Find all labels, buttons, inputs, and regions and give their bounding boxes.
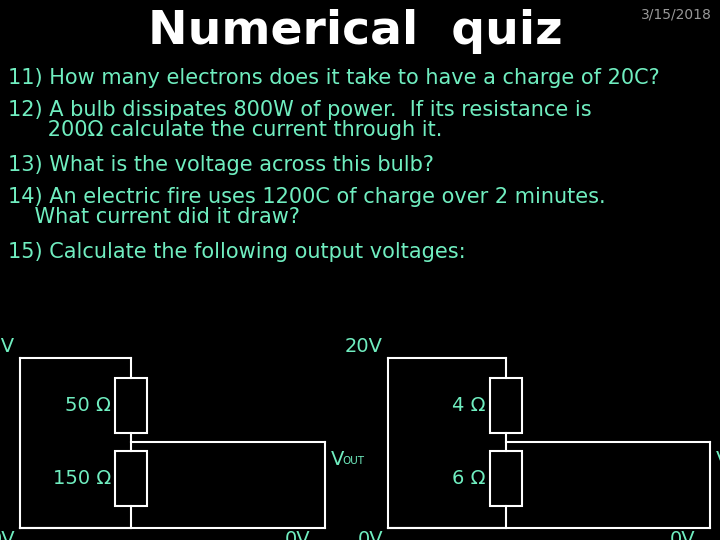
Text: 14) An electric fire uses 1200C of charge over 2 minutes.: 14) An electric fire uses 1200C of charg… <box>8 187 606 207</box>
Text: 150 Ω: 150 Ω <box>53 469 111 488</box>
Text: 0V: 0V <box>284 530 310 540</box>
Text: 12V: 12V <box>0 337 15 356</box>
Bar <box>115 378 147 433</box>
Text: V: V <box>331 450 344 469</box>
Text: 0V: 0V <box>0 530 15 540</box>
Text: 4 Ω: 4 Ω <box>452 396 486 415</box>
Text: OUT: OUT <box>342 456 364 466</box>
Text: 50 Ω: 50 Ω <box>65 396 111 415</box>
Text: 20V: 20V <box>345 337 383 356</box>
Text: 11) How many electrons does it take to have a charge of 20C?: 11) How many electrons does it take to h… <box>8 68 660 88</box>
Text: V: V <box>716 450 720 469</box>
Bar <box>490 378 522 433</box>
Bar <box>490 451 522 506</box>
Text: 200Ω calculate the current through it.: 200Ω calculate the current through it. <box>8 120 442 140</box>
Text: 15) Calculate the following output voltages:: 15) Calculate the following output volta… <box>8 242 466 262</box>
Text: 12) A bulb dissipates 800W of power.  If its resistance is: 12) A bulb dissipates 800W of power. If … <box>8 100 592 120</box>
Text: 6 Ω: 6 Ω <box>452 469 486 488</box>
Text: Numerical  quiz: Numerical quiz <box>148 10 562 55</box>
Bar <box>115 451 147 506</box>
Text: 0V: 0V <box>357 530 383 540</box>
Text: 3/15/2018: 3/15/2018 <box>641 8 712 22</box>
Text: 0V: 0V <box>670 530 695 540</box>
Text: What current did it draw?: What current did it draw? <box>8 207 300 227</box>
Text: 13) What is the voltage across this bulb?: 13) What is the voltage across this bulb… <box>8 155 434 175</box>
